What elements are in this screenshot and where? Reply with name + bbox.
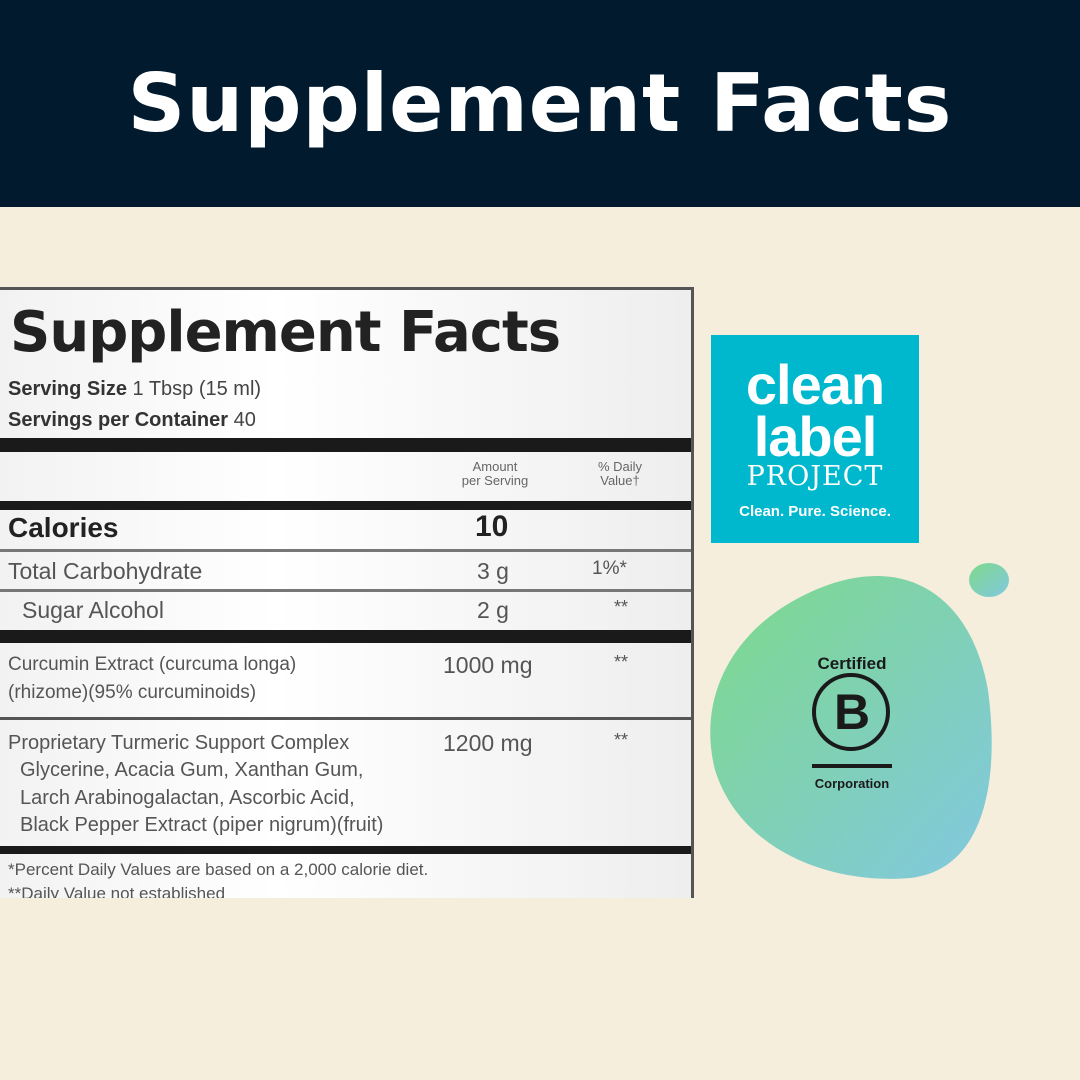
divider: [0, 846, 691, 854]
divider: [0, 501, 691, 510]
divider: [0, 438, 691, 452]
supplement-facts-label: Supplement Facts Serving Size 1 Tbsp (15…: [0, 287, 694, 898]
row-sugar-name: Sugar Alcohol: [22, 597, 164, 623]
col-dv: % Daily Value†: [597, 459, 643, 488]
row-calories-name: Calories: [8, 512, 119, 543]
logo-text: label: [753, 405, 878, 468]
footnote: **Daily Value not established: [8, 884, 226, 898]
bcorp-certified: Certified: [817, 654, 887, 673]
col-amount: Amount per Serving: [461, 459, 529, 488]
proprietary-ingredient-line: Black Pepper Extract (piper nigrum)(frui…: [20, 814, 384, 836]
row-carb-name: Total Carbohydrate: [8, 558, 203, 584]
proprietary-ingredient-line: Larch Arabinogalactan, Ascorbic Acid,: [20, 787, 355, 809]
proprietary-ingredient-line: Glycerine, Acacia Gum, Xanthan Gum,: [20, 759, 364, 781]
row-carb-dv: 1%*: [592, 558, 627, 579]
row-carb-amount: 3 g: [477, 558, 509, 584]
bcorp-blob: [710, 563, 1009, 879]
row-proprietary-dv: **: [614, 730, 629, 750]
row-curcumin-name: Curcumin Extract (curcuma longa): [8, 654, 297, 675]
row-curcumin-dv: **: [614, 652, 629, 672]
servings-per-container: Servings per Container 40: [8, 409, 256, 431]
serving-size: Serving Size 1 Tbsp (15 ml): [8, 378, 262, 400]
header-banner: Supplement Facts: [0, 0, 1080, 207]
clean-label-project-logo: clean label PROJECT Clean. Pure. Science…: [711, 335, 919, 543]
bcorp-b-icon: B: [833, 684, 871, 740]
row-curcumin-name2: (rhizome)(95% curcuminoids): [8, 682, 257, 703]
logo-text: PROJECT: [746, 461, 884, 492]
bcorp-corporation: Corporation: [814, 776, 890, 791]
bcorp-divider: [812, 764, 892, 768]
row-curcumin-amount: 1000 mg: [443, 652, 533, 678]
page-title: Supplement Facts: [127, 57, 953, 150]
logo-text: clean: [745, 353, 885, 416]
logo-tagline: Clean. Pure. Science.: [739, 503, 891, 520]
divider: [0, 630, 691, 643]
label-title: Supplement Facts: [10, 300, 561, 365]
row-calories-amount: 10: [475, 510, 509, 543]
row-sugar-amount: 2 g: [477, 597, 509, 623]
row-proprietary-name: Proprietary Turmeric Support Complex: [8, 732, 350, 754]
row-sugar-dv: **: [614, 597, 629, 617]
footnote: *Percent Daily Values are based on a 2,0…: [8, 860, 429, 879]
row-proprietary-amount: 1200 mg: [443, 730, 533, 756]
